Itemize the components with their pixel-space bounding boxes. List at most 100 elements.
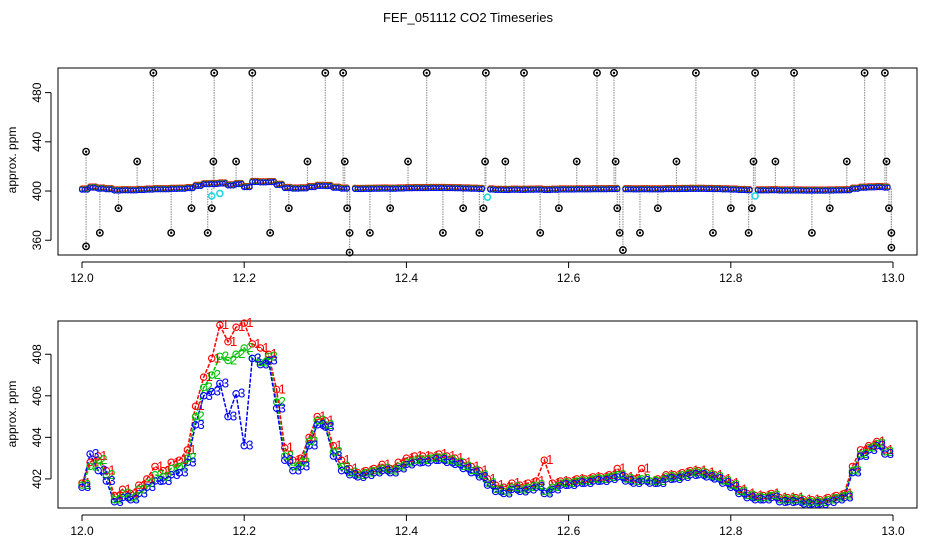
top-cyan-marker xyxy=(216,189,224,198)
bottom-series-3-marker-label: 3 xyxy=(749,490,756,505)
panel-top: 12.0 12.2 12.4 12.6 12.8 13.0 360 400 440 480 ap… xyxy=(5,67,918,285)
bottom-series-3-marker-label: 3 xyxy=(327,419,334,434)
bottom-series-1-point xyxy=(597,473,605,481)
bottom-series-3-marker-label: 3 xyxy=(879,438,886,453)
bottom-series-1-marker-label: 1 xyxy=(668,467,675,482)
bottom-series-2-point xyxy=(840,491,849,500)
top-spike-marker-dot xyxy=(890,231,893,235)
bottom-series-1-marker-label: 1 xyxy=(587,471,594,486)
bottom-series-3-point xyxy=(540,489,549,498)
bottom-x-tick-label: 12.2 xyxy=(233,524,257,538)
bottom-series-3-marker-label: 3 xyxy=(603,473,610,488)
figure-title: FEF_051112 CO2 Timeseries xyxy=(383,10,554,25)
top-baseline-point xyxy=(478,185,486,193)
bottom-series-2-marker-label: 2 xyxy=(595,471,602,486)
top-spike-marker xyxy=(339,69,348,77)
bottom-series-1-point xyxy=(216,321,224,329)
bottom-series-1-point xyxy=(718,475,727,483)
bottom-series-2-point xyxy=(491,485,500,494)
bottom-series-1-point xyxy=(248,340,257,348)
top-spike-marker-dot xyxy=(206,231,209,235)
bottom-series-1-marker-label: 1 xyxy=(214,350,221,365)
bottom-series-2-point xyxy=(94,456,102,464)
bottom-series-3-marker-label: 3 xyxy=(587,475,594,490)
top-spike-marker-dot xyxy=(621,248,625,252)
bottom-series-2-marker-label: 2 xyxy=(457,454,464,469)
top-spike-marker-dot xyxy=(675,160,678,163)
bottom-series-2-point xyxy=(629,477,638,485)
bottom-series-3-marker-label: 3 xyxy=(206,388,213,403)
bottom-series-1-marker-label: 1 xyxy=(400,454,407,469)
bottom-series-2-point xyxy=(791,495,800,504)
bottom-series-2-point xyxy=(386,466,394,475)
top-spike-marker xyxy=(386,204,395,213)
bottom-series-2-marker-label: 2 xyxy=(781,492,788,507)
bottom-series-1-marker-label: 1 xyxy=(660,471,667,486)
bottom-series-1-marker-label: 1 xyxy=(700,463,707,478)
bottom-series-3-point xyxy=(264,356,273,365)
bottom-series-2-point xyxy=(516,485,524,494)
bottom-series-1-point xyxy=(702,468,711,477)
bottom-series-1-marker-label: 1 xyxy=(871,438,878,453)
bottom-series-3-marker-label: 3 xyxy=(676,471,683,486)
bottom-series-2-point xyxy=(637,475,646,483)
bottom-series-1-marker-label: 1 xyxy=(327,413,334,428)
bottom-series-1-point xyxy=(256,344,265,352)
top-spike-marker-dot xyxy=(522,71,526,75)
bottom-series-1-marker-label: 1 xyxy=(627,469,634,484)
bottom-series-3-point xyxy=(297,462,305,471)
bottom-series-2-point xyxy=(686,468,694,477)
bottom-series-2-point xyxy=(426,454,435,462)
bottom-series-1-marker-label: 1 xyxy=(530,475,537,490)
bottom-series-3-point xyxy=(402,460,411,469)
top-x-tick-label: 12.4 xyxy=(395,271,419,285)
bottom-series-2-marker-label: 2 xyxy=(149,475,156,490)
top-spike-marker-dot xyxy=(98,231,102,235)
bottom-series-3-marker-label: 3 xyxy=(100,463,107,478)
top-spike-marker-dot xyxy=(251,71,254,75)
bottom-series-3-point xyxy=(613,473,622,481)
top-spike-marker-dot xyxy=(117,207,120,210)
bottom-series-2-marker-label: 2 xyxy=(619,467,626,482)
bottom-series-2-point xyxy=(86,462,94,471)
bottom-series-2-marker-label: 2 xyxy=(725,473,732,488)
bottom-series-2-marker-label: 2 xyxy=(562,475,569,490)
bottom-series-1-marker-label: 1 xyxy=(392,461,399,476)
top-spike-marker-dot xyxy=(212,71,216,75)
top-spike-marker-dot xyxy=(306,160,309,163)
bottom-series-3-marker-label: 3 xyxy=(546,485,553,500)
bottom-series-1-point xyxy=(589,473,597,481)
bottom-series-2-point xyxy=(556,479,565,487)
bottom-series-2-marker-label: 2 xyxy=(708,467,715,482)
bottom-series-1-point xyxy=(564,477,573,485)
bottom-series-3-marker-label: 3 xyxy=(465,461,472,476)
top-spike-marker-dot xyxy=(557,207,561,210)
top-spike-marker-dot xyxy=(753,71,757,75)
bottom-series-2-point xyxy=(702,471,711,479)
top-spike-marker xyxy=(459,204,468,213)
top-spike-marker-dot xyxy=(483,160,487,163)
bottom-series-3-marker-label: 3 xyxy=(311,438,318,453)
top-spike-marker xyxy=(167,228,176,237)
bottom-series-1-marker-label: 1 xyxy=(635,471,642,486)
bottom-series-2-marker-label: 2 xyxy=(481,467,488,482)
bottom-series-2-marker-label: 2 xyxy=(579,473,586,488)
panel-top-cyan-markers xyxy=(207,189,759,201)
bottom-series-2-marker-label: 2 xyxy=(676,469,683,484)
bottom-series-3-marker-label: 3 xyxy=(368,467,375,482)
bottom-series-2-point xyxy=(499,487,508,496)
top-x-tick-label: 12.8 xyxy=(719,271,743,285)
top-x-tick-label: 13.0 xyxy=(881,271,905,285)
bottom-series-1-marker-label: 1 xyxy=(538,473,545,488)
bottom-series-1-marker-label: 1 xyxy=(457,450,464,465)
bottom-series-2-marker-label: 2 xyxy=(635,473,642,488)
bottom-series-3-point xyxy=(86,450,94,458)
bottom-series-1-marker-label: 1 xyxy=(879,434,886,449)
bottom-series-2-point xyxy=(824,495,832,504)
bottom-series-1-marker-label: 1 xyxy=(165,463,172,478)
top-spike-marker xyxy=(232,157,240,166)
top-spike-marker-dot xyxy=(287,207,291,210)
bottom-series-2-marker-label: 2 xyxy=(206,379,213,394)
bottom-series-2-marker-label: 2 xyxy=(530,479,537,494)
